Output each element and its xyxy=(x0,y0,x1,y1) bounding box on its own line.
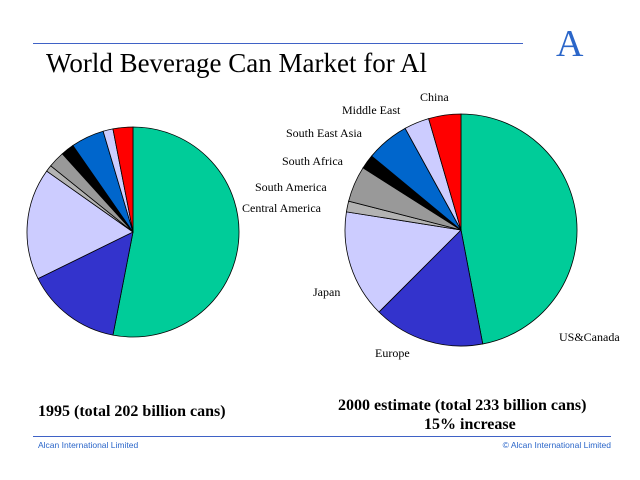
label-europe: Europe xyxy=(375,346,410,360)
label-south-africa: South Africa xyxy=(282,154,344,168)
pie-2000-slice-europe xyxy=(378,229,484,347)
label-central-america: Central America xyxy=(242,201,322,215)
top-rule xyxy=(33,43,523,44)
slide-title: World Beverage Can Market for Al xyxy=(46,48,427,78)
label-japan: Japan xyxy=(313,285,340,299)
label-south-east-asia: South East Asia xyxy=(286,126,363,140)
label-middle-east: Middle East xyxy=(342,103,401,117)
label-us-canada: US&Canada xyxy=(559,330,620,344)
pie-chart-1995 xyxy=(26,126,240,338)
pie-chart-2000 xyxy=(344,113,578,347)
pie-1995-slice-europe xyxy=(37,231,134,336)
bottom-rule xyxy=(33,436,611,437)
label-south-america: South America xyxy=(255,180,327,194)
footer-left: Alcan International Limited xyxy=(38,440,139,450)
caption-2000-increase: 15% increase xyxy=(424,416,516,433)
footer-right: © Alcan International Limited xyxy=(502,440,611,450)
pie-1995-slice-china xyxy=(112,126,134,233)
pie-2000-slice-us-canada xyxy=(460,113,578,345)
pie-1995-slice-japan xyxy=(26,170,134,280)
pie-2000-slice-china xyxy=(428,113,462,231)
caption-1995: 1995 (total 202 billion cans) xyxy=(38,403,226,420)
pie-2000-slice-japan xyxy=(344,211,462,313)
pie-2000-labels: US&Canada Europe Japan Central America S… xyxy=(242,90,620,360)
caption-2000: 2000 estimate (total 233 billion cans) xyxy=(338,397,587,414)
label-china: China xyxy=(420,90,449,104)
company-logo: A xyxy=(556,23,584,65)
pie-1995-slice-us-canada xyxy=(112,126,240,338)
